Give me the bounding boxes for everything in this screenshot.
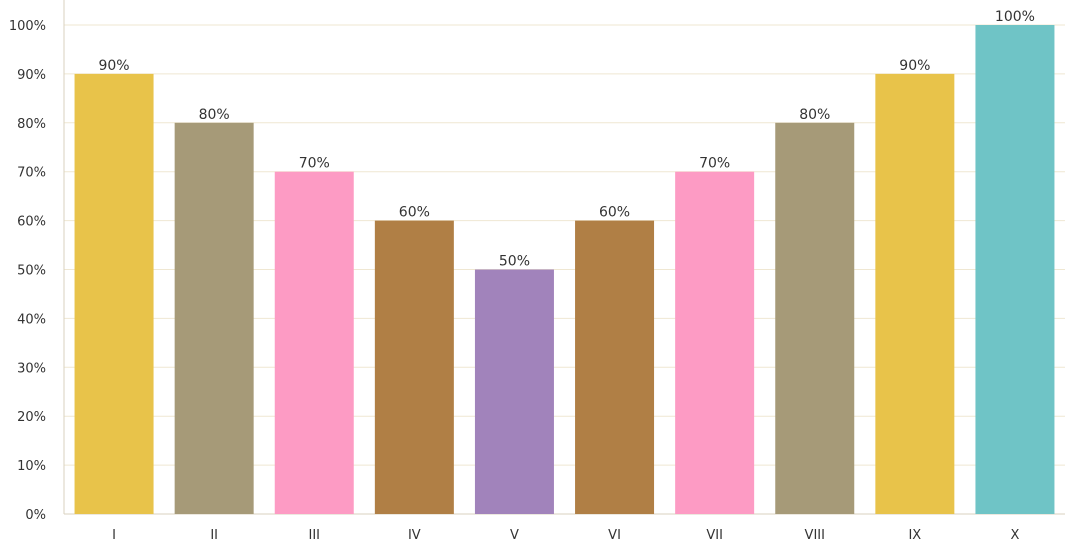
bar (374, 220, 454, 514)
y-tick-label: 80% (17, 117, 46, 132)
x-category-label: IV (408, 528, 421, 543)
x-category-label: II (210, 528, 218, 543)
bar (775, 122, 855, 515)
bar-data-label: 80% (799, 107, 830, 123)
y-tick-label: 40% (17, 312, 46, 327)
bar (174, 122, 254, 515)
bar-data-label: 80% (199, 107, 230, 123)
bars (74, 25, 1055, 515)
bar-data-label: 90% (899, 58, 930, 74)
x-category-label: I (112, 528, 116, 543)
y-tick-label: 50% (17, 264, 46, 279)
x-axis: I II III IV V VI VII VIII IX X (112, 528, 1019, 543)
x-category-label: VIII (805, 528, 825, 543)
x-category-label: III (308, 528, 320, 543)
x-category-label: X (1010, 528, 1019, 543)
bar (975, 25, 1055, 514)
y-tick-label: 90% (17, 68, 46, 83)
bar (474, 269, 554, 514)
y-tick-label: 20% (17, 410, 46, 425)
y-tick-label: 70% (17, 166, 46, 181)
x-category-label: V (510, 528, 519, 543)
bar (675, 171, 755, 514)
x-category-label: VI (608, 528, 621, 543)
bar-data-label: 100% (995, 9, 1035, 25)
y-tick-label: 100% (9, 19, 46, 34)
y-tick-label: 30% (17, 361, 46, 376)
bar-data-label: 90% (98, 58, 129, 74)
x-category-label: IX (908, 528, 921, 543)
bar-data-label: 60% (599, 205, 630, 221)
bar (74, 73, 154, 515)
bar (274, 171, 354, 514)
y-tick-label: 10% (17, 459, 46, 474)
data-labels: 90% 80% 70% 60% 50% 60% 70% 80% 90% 100% (98, 9, 1034, 270)
bar-data-label: 50% (499, 254, 530, 270)
bar-data-label: 60% (399, 205, 430, 221)
bar-data-label: 70% (699, 156, 730, 172)
bar (875, 73, 955, 515)
bar-data-label: 70% (299, 156, 330, 172)
y-axis: 0% 10% 20% 30% 40% 50% 60% 70% 80% 90% 100% (9, 19, 46, 523)
x-category-label: VII (706, 528, 723, 543)
bar (575, 220, 655, 514)
y-tick-label: 0% (25, 508, 46, 523)
y-tick-label: 60% (17, 215, 46, 230)
